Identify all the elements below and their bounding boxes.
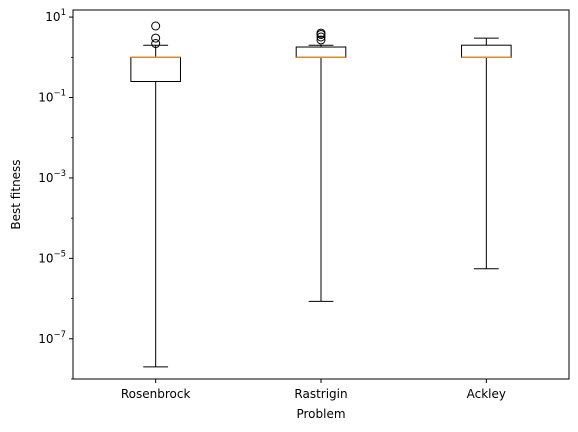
x-tick-label-rosenbrock: Rosenbrock [121,387,191,401]
outlier-rastrigin-1 [316,35,326,45]
outlier-rosenbrock-2 [151,33,161,43]
x-tick-label-rastrigin: Rastrigin [294,387,347,401]
outlier-rastrigin-4 [316,28,326,38]
plot-area: Rosenbrock Rastrigin Ackley 101 10−1 10−3 10−5… [38,8,512,401]
outlier-rastrigin-2 [316,32,326,42]
x-axis-label: Problem [296,407,345,421]
y-tick-label: 10−7 [38,330,66,346]
y-tick-label: 10−3 [38,169,66,185]
y-tick-label: 10−5 [38,249,66,265]
outlier-rosenbrock-1 [151,39,161,49]
outlier-rosenbrock-3 [151,21,161,31]
y-axis-label: Best fitness [9,159,23,229]
y-tick-label: 10−1 [38,89,66,105]
axes-frame [72,9,570,380]
x-tick-label-ackley: Ackley [467,387,506,401]
y-tick-label: 101 [45,8,66,24]
